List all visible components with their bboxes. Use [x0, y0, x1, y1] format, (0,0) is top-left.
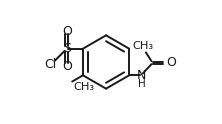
Text: O: O: [166, 56, 176, 69]
Text: CH₃: CH₃: [73, 82, 95, 92]
Text: O: O: [62, 25, 72, 38]
Text: H: H: [138, 79, 146, 89]
Text: N: N: [137, 69, 146, 82]
Text: Cl: Cl: [44, 58, 56, 71]
Text: CH₃: CH₃: [132, 41, 153, 51]
Text: O: O: [62, 60, 72, 73]
Text: S: S: [63, 42, 71, 55]
